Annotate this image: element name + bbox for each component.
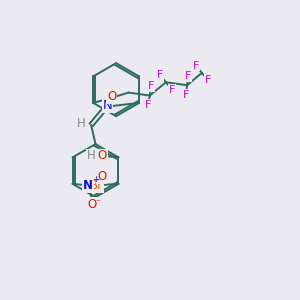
Text: ⁻: ⁻ [96, 199, 101, 208]
Text: F: F [185, 71, 192, 81]
Text: F: F [157, 70, 163, 80]
Text: H: H [87, 149, 95, 162]
Text: F: F [205, 75, 211, 85]
Text: F: F [148, 81, 154, 91]
Text: Br: Br [90, 179, 103, 192]
Text: N: N [103, 99, 112, 112]
Text: O: O [98, 149, 107, 162]
Text: O: O [88, 198, 97, 211]
Text: O: O [107, 91, 116, 103]
Text: F: F [145, 100, 152, 110]
Text: F: F [193, 61, 199, 70]
Text: F: F [169, 85, 175, 94]
Text: O: O [97, 170, 106, 183]
Text: N: N [83, 179, 93, 192]
Text: H: H [77, 117, 86, 130]
Text: F: F [183, 90, 189, 100]
Text: +: + [92, 175, 99, 184]
